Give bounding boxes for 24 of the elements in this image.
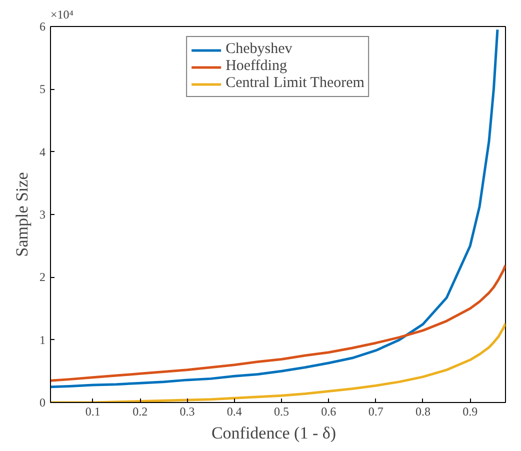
x-tick-label: 0.9 <box>462 404 478 418</box>
text: ×10⁴ <box>50 8 74 22</box>
x-axis-title: Confidence (1 - δ) <box>211 424 336 442</box>
x-tick-label: 0.1 <box>85 404 100 418</box>
legend-label: Chebyshev <box>226 41 292 58</box>
y-axis-title: Sample Size <box>12 172 32 257</box>
x-tick-label: 0.3 <box>180 404 195 418</box>
y-tick-label: 5 <box>40 82 46 96</box>
x-tick-label: 0.2 <box>132 404 148 418</box>
x-tick-label: 0.6 <box>321 404 336 418</box>
x-tick-label: 0.5 <box>274 404 290 418</box>
legend-label: Hoeffding <box>226 58 287 75</box>
y-tick-label: 4 <box>40 144 46 159</box>
y-tick-label: 3 <box>40 208 46 222</box>
legend-label: Central Limit Theorem <box>226 75 364 92</box>
y-tick-label: 2 <box>40 270 46 284</box>
x-tick-label: 0.7 <box>368 404 384 418</box>
x-tick-label: 0.4 <box>226 404 242 418</box>
x-tick-label: 0.8 <box>415 404 430 418</box>
y-tick-label: 0 <box>40 396 46 410</box>
y-tick-label: 1 <box>40 332 46 347</box>
y-tick-label: 6 <box>40 20 46 34</box>
line-series <box>50 264 506 382</box>
line-series <box>50 28 499 388</box>
